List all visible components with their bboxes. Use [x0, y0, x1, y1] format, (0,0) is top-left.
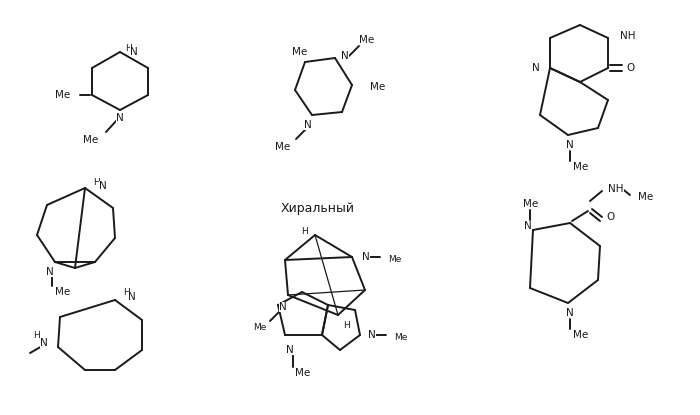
Text: O: O: [626, 63, 634, 73]
Text: N: N: [362, 252, 370, 262]
Text: NH: NH: [620, 31, 636, 41]
Text: N: N: [566, 140, 574, 150]
Text: Me: Me: [388, 254, 401, 264]
Text: N: N: [286, 345, 294, 355]
Text: H: H: [302, 227, 309, 235]
Text: Me: Me: [394, 332, 407, 342]
Text: H: H: [125, 44, 132, 53]
Text: H: H: [124, 288, 130, 296]
Text: H: H: [94, 178, 100, 186]
Text: Me: Me: [253, 322, 266, 332]
Text: N: N: [99, 181, 107, 191]
Text: Me: Me: [55, 90, 70, 100]
Text: N: N: [566, 308, 574, 318]
Text: Me: Me: [524, 199, 538, 209]
Text: N: N: [128, 292, 136, 302]
Text: H: H: [34, 330, 40, 339]
Text: Me: Me: [293, 47, 307, 57]
Text: Me: Me: [295, 368, 310, 378]
Text: Me: Me: [638, 192, 653, 202]
Text: N: N: [304, 120, 312, 130]
Text: N: N: [368, 330, 376, 340]
Text: N: N: [130, 47, 138, 57]
Text: NH: NH: [608, 184, 624, 194]
Text: Me: Me: [359, 35, 375, 45]
Text: N: N: [279, 302, 287, 312]
Text: Me: Me: [274, 142, 290, 152]
Text: Me: Me: [370, 82, 385, 92]
Text: Me: Me: [573, 330, 588, 340]
Text: N: N: [532, 63, 540, 73]
Text: N: N: [46, 267, 54, 277]
Text: N: N: [341, 51, 349, 61]
Text: O: O: [606, 212, 615, 222]
Text: N: N: [116, 113, 124, 123]
Text: Me: Me: [55, 287, 70, 297]
Text: Me: Me: [83, 135, 98, 145]
Text: N: N: [41, 338, 48, 348]
Text: Me: Me: [573, 162, 588, 172]
Text: Хиральный: Хиральный: [281, 202, 355, 215]
Text: N: N: [524, 221, 532, 231]
Text: H: H: [342, 320, 349, 330]
